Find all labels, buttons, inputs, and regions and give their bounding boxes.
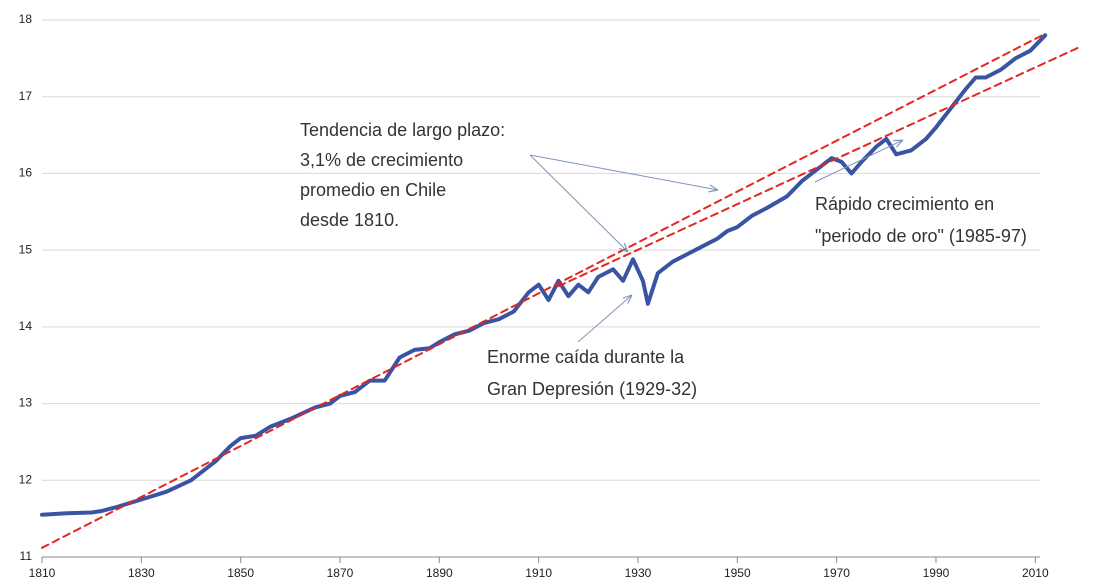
annotation: Gran Depresión (1929-32) <box>487 379 697 399</box>
arrow <box>529 154 628 252</box>
trend-line <box>41 32 1047 549</box>
x-tick-label: 1970 <box>823 566 850 580</box>
arrow <box>814 140 903 183</box>
y-tick-label: 17 <box>19 89 33 103</box>
x-tick-label: 1930 <box>625 566 652 580</box>
y-tick-label: 18 <box>19 12 33 26</box>
x-tick-label: 1850 <box>227 566 254 580</box>
grid: 11 12 13 14 15 16 17 18 1810 1830 1850 1870 1890 1910… <box>19 12 1049 580</box>
arrow <box>529 154 718 190</box>
x-tick-label: 1890 <box>426 566 453 580</box>
annotation: Tendencia de largo plazo: <box>300 120 505 140</box>
y-tick-label: 15 <box>19 242 33 256</box>
x-tick-label: 1990 <box>923 566 950 580</box>
annotation: Rápido crecimiento en <box>815 194 994 214</box>
x-tick-label: 1870 <box>327 566 354 580</box>
y-tick-label: 16 <box>19 166 33 180</box>
y-tick-label: 13 <box>19 396 33 410</box>
plot <box>40 32 1081 549</box>
annotations: Tendencia de largo plazo: 3,1% de crecimi… <box>300 120 1027 399</box>
annotation: promedio en Chile <box>300 180 446 200</box>
arrow <box>577 295 632 343</box>
x-tick-label: 1910 <box>525 566 552 580</box>
data-line <box>40 33 1048 517</box>
annotation: Enorme caída durante la <box>487 347 685 367</box>
annotation: "periodo de oro" (1985-97) <box>815 226 1027 246</box>
arrows <box>529 140 903 343</box>
x-tick-label: 1950 <box>724 566 751 580</box>
y-tick-label: 11 <box>20 549 33 563</box>
x-tick-label: 2010 <box>1022 566 1049 580</box>
annotation: desde 1810. <box>300 210 399 230</box>
y-tick-label: 14 <box>19 319 33 333</box>
x-tick-label: 1830 <box>128 566 155 580</box>
y-tick-label: 12 <box>19 472 33 486</box>
trend-line <box>557 45 1081 288</box>
annotation: 3,1% de crecimiento <box>300 150 463 170</box>
x-tick-label: 1810 <box>29 566 56 580</box>
